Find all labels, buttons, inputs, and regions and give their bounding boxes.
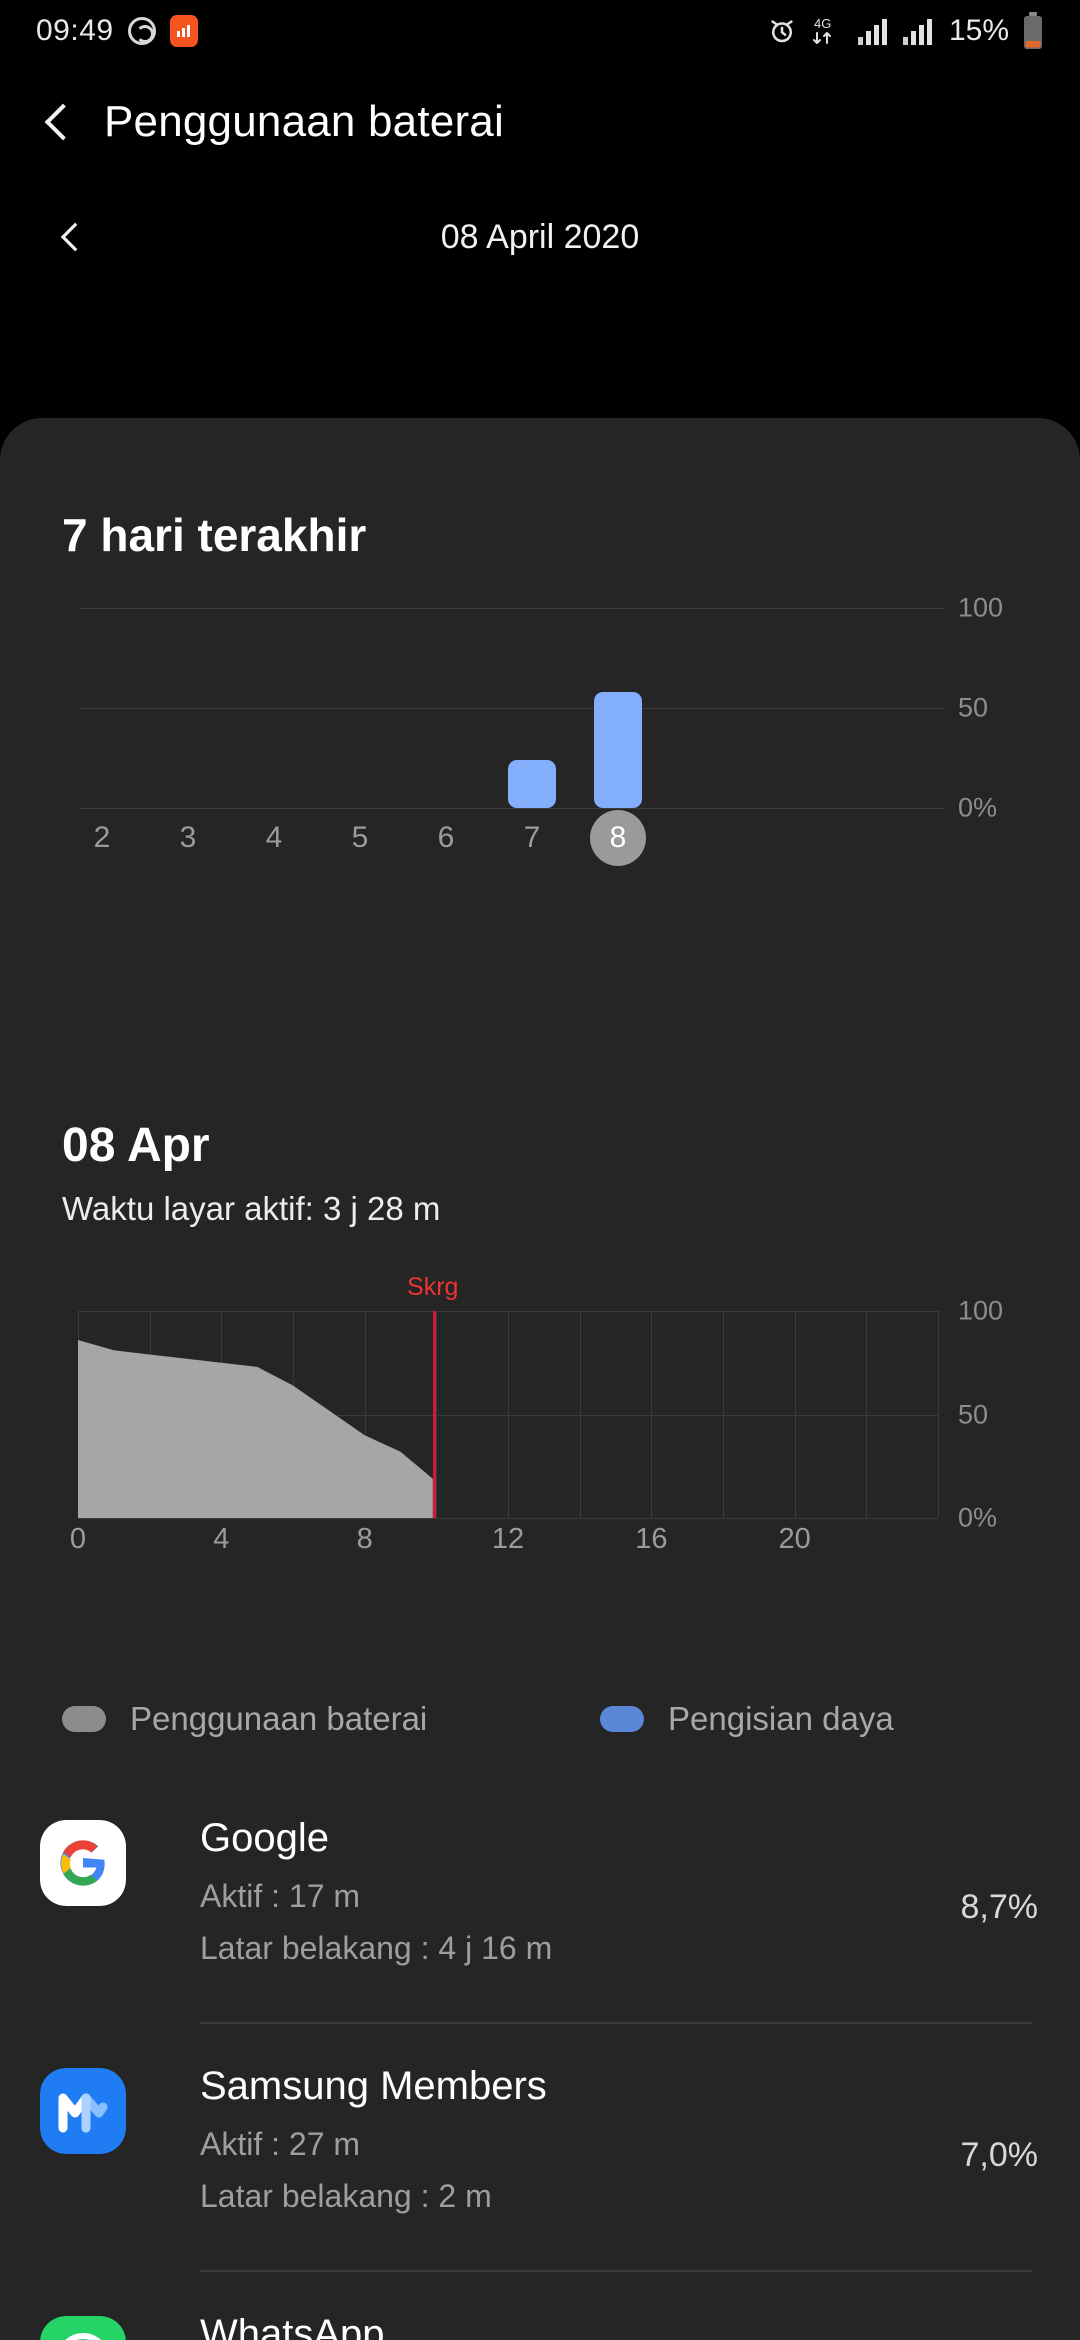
back-chevron-icon[interactable] — [42, 105, 76, 139]
network-4g-icon: 4G — [810, 14, 844, 48]
app-bar: Penggunaan baterai — [0, 62, 1080, 182]
app-battery-percent: 8,7% — [960, 1888, 1039, 1926]
legend-label: Pengisian daya — [668, 1700, 894, 1737]
app-usage-list: Google Aktif : 17 m Latar belakang : 4 j 1… — [0, 1776, 1080, 2340]
daily-battery-area-chart[interactable]: 0 4 8 12 16 20 Skrg 100 50 0% — [0, 1273, 1080, 1563]
daily-x-axis: 0 4 8 12 16 20 — [0, 1523, 1080, 1567]
daily-plot-area — [78, 1311, 939, 1519]
app-battery-percent: 7,0% — [960, 2136, 1039, 2174]
weekly-x-tick[interactable]: 6 — [437, 821, 455, 854]
app-active-time: Aktif : 27 m — [200, 2126, 361, 2162]
battery-icon — [1022, 12, 1044, 50]
weekly-plot-area — [80, 608, 945, 809]
samsung-members-icon — [40, 2068, 126, 2154]
weekly-x-tick[interactable]: 5 — [351, 821, 369, 854]
whatsapp-icon — [40, 2316, 126, 2340]
daily-horizontal-gridline — [78, 1518, 938, 1519]
legend-swatch-icon — [600, 1706, 644, 1732]
weekly-bar[interactable] — [508, 760, 556, 808]
signal-bars-icon — [902, 17, 934, 45]
activity-circle-icon — [127, 17, 156, 45]
orange-app-icon — [169, 15, 198, 47]
now-marker-line — [432, 1311, 436, 1518]
google-icon — [40, 1820, 126, 1906]
daily-x-tick: 8 — [356, 1523, 373, 1555]
legend-swatch-icon — [62, 1706, 106, 1732]
daily-y-tick: 0% — [958, 1502, 998, 1533]
status-bar-left: 09:49 — [36, 14, 198, 48]
daily-horizontal-gridline — [78, 1414, 938, 1416]
alarm-icon — [767, 16, 797, 46]
daily-area-path — [78, 1340, 433, 1518]
status-bar: 09:49 4G — [0, 0, 1080, 62]
svg-text:4G: 4G — [814, 16, 831, 31]
list-divider — [200, 2022, 1032, 2024]
app-name: Google — [200, 1816, 329, 1860]
day-title: 08 Apr — [62, 1119, 210, 1172]
daily-x-tick: 4 — [213, 1523, 230, 1555]
app-name: WhatsApp — [200, 2312, 385, 2340]
weekly-y-tick: 50 — [958, 692, 989, 723]
weekly-bar[interactable] — [594, 692, 642, 808]
weekly-gridline — [80, 608, 945, 609]
weekly-x-tick[interactable]: 3 — [179, 821, 197, 854]
daily-x-tick: 20 — [778, 1523, 811, 1555]
weekly-gridline — [80, 708, 945, 709]
page-title: Penggunaan baterai — [104, 97, 504, 146]
screen-time-label: Waktu layar aktif: 3 j 28 m — [62, 1190, 441, 1227]
daily-y-tick: 100 — [958, 1295, 1004, 1326]
weekly-x-tick[interactable]: 4 — [265, 821, 283, 854]
app-usage-row[interactable]: Samsung Members Aktif : 27 m Latar belakan… — [0, 2024, 1080, 2272]
legend-item: Pengisian daya — [600, 1700, 894, 1738]
daily-y-tick: 50 — [958, 1399, 989, 1429]
signal-bars-icon — [857, 17, 889, 45]
status-bar-right: 4G 1 — [767, 12, 1044, 50]
content-card: 7 hari terakhir 2 3 4 5 6 7 8 100 50 0% 08 Apr W… — [0, 418, 1080, 2340]
daily-vertical-gridline — [938, 1311, 939, 1518]
weekly-x-tick[interactable]: 2 — [93, 821, 111, 854]
chart-legend: Penggunaan baterai Pengisian daya — [0, 1700, 1080, 1770]
app-usage-row[interactable]: WhatsApp — [0, 2272, 1080, 2340]
date-navigation: 08 April 2020 — [0, 182, 1080, 292]
daily-x-tick: 12 — [491, 1523, 525, 1555]
daily-horizontal-gridline — [78, 1311, 938, 1312]
weekly-y-tick: 0% — [958, 792, 998, 823]
legend-item: Penggunaan baterai — [62, 1700, 427, 1738]
app-usage-row[interactable]: Google Aktif : 17 m Latar belakang : 4 j 1… — [0, 1776, 1080, 2024]
status-bar-clock: 09:49 — [36, 14, 114, 47]
legend-label: Penggunaan baterai — [130, 1700, 428, 1737]
current-date-label: 08 April 2020 — [440, 217, 640, 256]
app-background-time: Latar belakang : 2 m — [200, 2178, 492, 2214]
weekly-y-tick: 100 — [958, 592, 1004, 623]
weekly-x-tick[interactable]: 8 — [590, 810, 646, 866]
weekly-x-axis: 2 3 4 5 6 7 8 — [0, 810, 1080, 870]
app-name: Samsung Members — [200, 2064, 547, 2108]
weekly-x-tick[interactable]: 7 — [523, 821, 541, 854]
list-divider — [200, 2270, 1032, 2272]
app-active-time: Aktif : 17 m — [200, 1878, 361, 1914]
week-section-title: 7 hari terakhir — [62, 509, 367, 561]
weekly-gridline — [80, 808, 945, 809]
weekly-bar-chart[interactable]: 2 3 4 5 6 7 8 100 50 0% — [0, 593, 1080, 866]
daily-x-tick: 16 — [635, 1523, 668, 1555]
battery-percent-label: 15% — [948, 14, 1009, 47]
daily-x-tick: 0 — [69, 1523, 87, 1555]
now-marker-label: Skrg — [407, 1273, 459, 1301]
app-background-time: Latar belakang : 4 j 16 m — [200, 1930, 553, 1966]
